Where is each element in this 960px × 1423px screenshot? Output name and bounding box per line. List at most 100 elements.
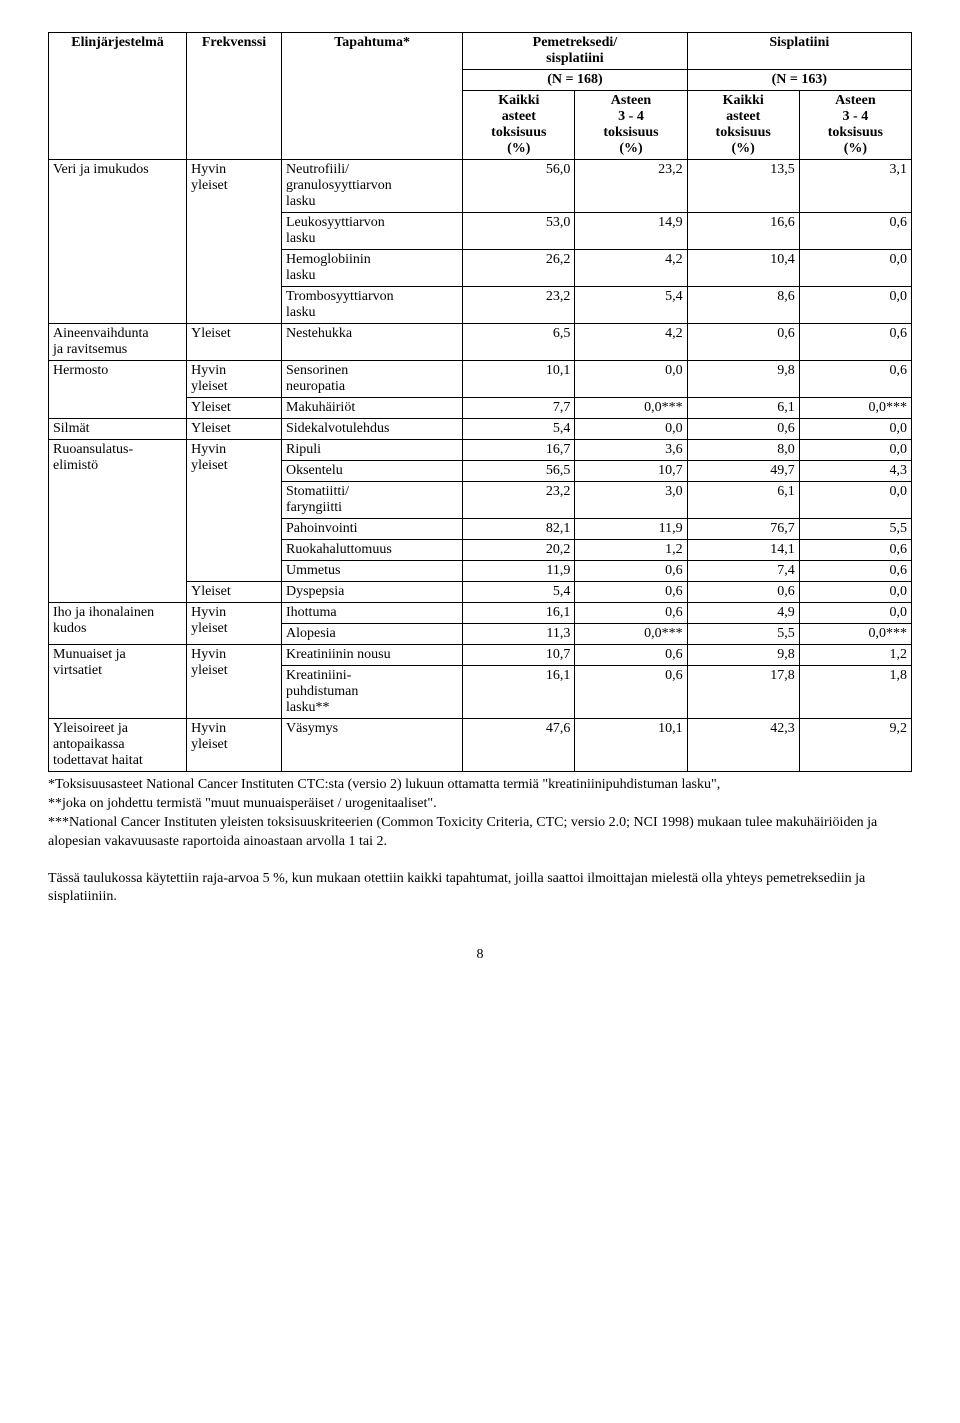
table-cell: 10,4 — [687, 250, 799, 287]
table-cell: 11,9 — [463, 561, 575, 582]
col-a-asteen: Asteen3 - 4toksisuus(%) — [575, 91, 687, 160]
table-cell: Hemoglobiininlasku — [282, 250, 463, 287]
table-cell: 14,9 — [575, 213, 687, 250]
table-cell: Yleiset — [187, 398, 282, 419]
table-cell: 56,0 — [463, 160, 575, 213]
table-cell: Oksentelu — [282, 461, 463, 482]
table-cell: 16,1 — [463, 603, 575, 624]
toxicity-table: Elinjärjestelmä Frekvenssi Tapahtuma* Pe… — [48, 32, 912, 772]
table-row: Veri ja imukudosHyvinyleisetNeutrofiili/… — [49, 160, 912, 213]
table-cell: 42,3 — [687, 719, 799, 772]
table-cell: 9,8 — [687, 361, 799, 398]
table-cell: 0,6 — [575, 582, 687, 603]
table-cell: Hyvinyleiset — [187, 160, 282, 324]
table-cell: 9,8 — [687, 645, 799, 666]
col-a-kaikki: Kaikkiasteettoksisuus(%) — [463, 91, 575, 160]
table-cell: 1,2 — [575, 540, 687, 561]
page-number: 8 — [48, 947, 912, 963]
table-cell: Ruokahaluttomuus — [282, 540, 463, 561]
table-cell: 0,0 — [799, 440, 911, 461]
table-cell: 0,6 — [799, 213, 911, 250]
table-cell: 5,4 — [575, 287, 687, 324]
table-row: Ruoansulatus-elimistöHyvinyleisetRipuli1… — [49, 440, 912, 461]
n-a: (N = 168) — [463, 70, 687, 91]
table-cell: Stomatiitti/faryngiitti — [282, 482, 463, 519]
table-cell: 6,1 — [687, 398, 799, 419]
table-row: Iho ja ihonalainenkudosHyvinyleisetIhott… — [49, 603, 912, 624]
table-cell: Makuhäiriöt — [282, 398, 463, 419]
table-cell: 26,2 — [463, 250, 575, 287]
col-frekv: Frekvenssi — [187, 33, 282, 160]
table-cell: 0,0 — [575, 361, 687, 398]
footnotes: *Toksisuusasteet National Cancer Institu… — [48, 776, 912, 852]
table-cell: 9,2 — [799, 719, 911, 772]
table-body: Veri ja imukudosHyvinyleisetNeutrofiili/… — [49, 160, 912, 772]
table-cell: 11,3 — [463, 624, 575, 645]
table-cell: Alopesia — [282, 624, 463, 645]
table-cell: 0,6 — [799, 324, 911, 361]
table-cell: 0,0*** — [799, 624, 911, 645]
table-cell: 16,7 — [463, 440, 575, 461]
footnote-line: *Toksisuusasteet National Cancer Institu… — [48, 776, 912, 795]
table-cell: 10,7 — [463, 645, 575, 666]
table-cell: 10,1 — [463, 361, 575, 398]
table-cell: 10,1 — [575, 719, 687, 772]
table-cell: 7,4 — [687, 561, 799, 582]
col-elin: Elinjärjestelmä — [49, 33, 187, 160]
table-cell: Kreatiniinin nousu — [282, 645, 463, 666]
table-cell: 0,6 — [687, 419, 799, 440]
table-cell: Munuaiset javirtsatiet — [49, 645, 187, 719]
table-cell: Trombosyyttiarvonlasku — [282, 287, 463, 324]
table-cell: Veri ja imukudos — [49, 160, 187, 324]
table-cell: 0,6 — [799, 361, 911, 398]
table-cell: Hyvinyleiset — [187, 440, 282, 582]
table-cell: Dyspepsia — [282, 582, 463, 603]
col-group-a: Pemetreksedi/sisplatiini — [463, 33, 687, 70]
table-row: Munuaiset javirtsatietHyvinyleisetKreati… — [49, 645, 912, 666]
table-cell: 13,5 — [687, 160, 799, 213]
table-row: HermostoHyvinyleisetSensorinenneuropatia… — [49, 361, 912, 398]
table-cell: 5,4 — [463, 582, 575, 603]
table-cell: Ruoansulatus-elimistö — [49, 440, 187, 603]
table-cell: 0,0 — [799, 250, 911, 287]
table-row: SilmätYleisetSidekalvotulehdus5,40,00,60… — [49, 419, 912, 440]
table-cell: Yleiset — [187, 419, 282, 440]
table-cell: 76,7 — [687, 519, 799, 540]
table-cell: 0,6 — [687, 324, 799, 361]
table-cell: Hyvinyleiset — [187, 719, 282, 772]
col-b-kaikki: Kaikkiasteettoksisuus(%) — [687, 91, 799, 160]
table-cell: Hyvinyleiset — [187, 645, 282, 719]
table-cell: 0,6 — [575, 645, 687, 666]
table-cell: 20,2 — [463, 540, 575, 561]
table-row: Aineenvaihduntaja ravitsemusYleisetNeste… — [49, 324, 912, 361]
table-cell: Yleiset — [187, 582, 282, 603]
table-cell: Sensorinenneuropatia — [282, 361, 463, 398]
table-cell: 0,6 — [575, 666, 687, 719]
table-cell: Sidekalvotulehdus — [282, 419, 463, 440]
table-cell: 0,0 — [799, 482, 911, 519]
table-cell: Yleiset — [187, 324, 282, 361]
n-b: (N = 163) — [687, 70, 911, 91]
table-cell: Hermosto — [49, 361, 187, 419]
table-cell: 0,6 — [687, 582, 799, 603]
table-cell: 82,1 — [463, 519, 575, 540]
table-cell: Hyvinyleiset — [187, 603, 282, 645]
footnote-line: ***National Cancer Instituten yleisten t… — [48, 814, 912, 852]
table-cell: 0,6 — [575, 603, 687, 624]
table-cell: 16,6 — [687, 213, 799, 250]
table-cell: 47,6 — [463, 719, 575, 772]
table-cell: 17,8 — [687, 666, 799, 719]
table-cell: 0,6 — [799, 561, 911, 582]
table-cell: 4,2 — [575, 324, 687, 361]
table-cell: 53,0 — [463, 213, 575, 250]
table-cell: 1,2 — [799, 645, 911, 666]
table-cell: Hyvinyleiset — [187, 361, 282, 398]
table-cell: 7,7 — [463, 398, 575, 419]
table-cell: Kreatiniini-puhdistumanlasku** — [282, 666, 463, 719]
table-cell: 1,8 — [799, 666, 911, 719]
table-cell: 8,0 — [687, 440, 799, 461]
table-cell: 3,0 — [575, 482, 687, 519]
table-cell: 0,6 — [575, 561, 687, 582]
table-cell: 4,9 — [687, 603, 799, 624]
table-cell: Silmät — [49, 419, 187, 440]
